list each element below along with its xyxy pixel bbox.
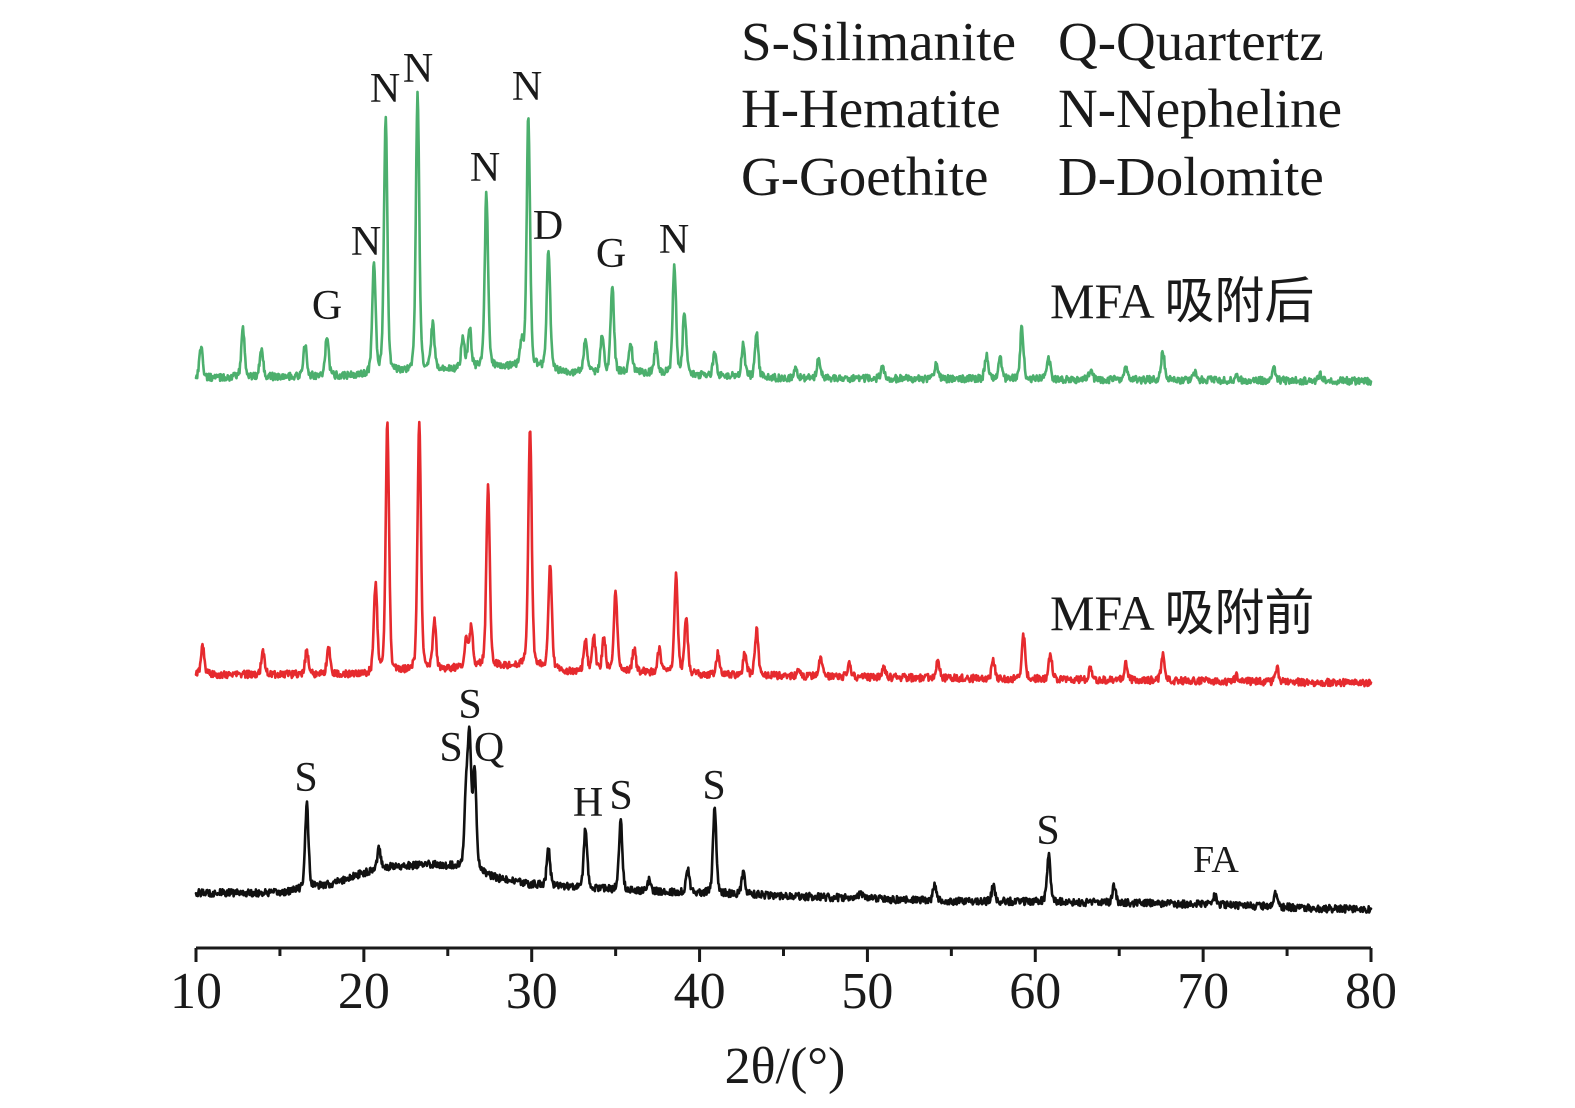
x-tick-label: 30: [506, 963, 558, 1020]
peak-label-quartz: Q: [474, 725, 504, 771]
peak-label-nepheline: N: [351, 219, 381, 265]
peak-labels: G N N N N N D G N S S S Q H S S S: [294, 46, 1059, 854]
peak-label-silimanite: S: [702, 763, 725, 809]
peak-label-nepheline: N: [403, 46, 433, 92]
x-tick-label: 20: [338, 963, 390, 1020]
peak-label-nepheline: N: [512, 64, 542, 110]
legend-entry-nepheline: N-Nepheline: [1058, 78, 1342, 139]
series-line-mfa-before-adsorption: [194, 420, 1373, 688]
peak-label-nepheline: N: [470, 145, 500, 191]
x-tick-label: 70: [1177, 963, 1229, 1020]
x-axis-title: 2θ/(°): [725, 1038, 846, 1095]
peak-label-silimanite: S: [294, 755, 317, 801]
x-tick-label: 60: [1009, 963, 1061, 1020]
legend-entry-silimanite: S-Silimanite: [741, 11, 1016, 72]
legend-entry-quartertz: Q-Quartertz: [1058, 11, 1324, 72]
legend-entry-hematite: H-Hematite: [741, 78, 1001, 139]
peak-label-goethite: G: [596, 231, 626, 277]
series-line-mfa-after-adsorption: [194, 90, 1373, 386]
series-labels: MFA 吸附后 MFA 吸附前 FA: [1050, 273, 1314, 881]
peak-label-dolomite: D: [533, 203, 563, 249]
x-ticks: [194, 948, 1373, 962]
series-label-fa: FA: [1193, 839, 1239, 881]
peak-label-silimanite: S: [609, 773, 632, 819]
x-tick-label: 50: [841, 963, 893, 1020]
peak-label-goethite: G: [312, 283, 342, 329]
peak-label-nepheline: N: [659, 217, 689, 263]
legend-entry-goethite: G-Goethite: [741, 146, 988, 207]
series-label-mfa-before-adsorption: MFA 吸附前: [1050, 585, 1314, 641]
peak-label-silimanite: S: [439, 725, 462, 771]
series-line-fa: [194, 725, 1373, 914]
peak-label-hematite: H: [573, 780, 603, 826]
x-axis: 10 20 30 40 50 60 70 80 2θ/(°): [170, 946, 1397, 1095]
plot-area: [194, 90, 1373, 914]
x-tick-label: 80: [1345, 963, 1397, 1020]
peak-label-nepheline: N: [370, 66, 400, 112]
x-tick-label: 40: [674, 963, 726, 1020]
legend: S-Silimanite Q-Quartertz H-Hematite N-Ne…: [741, 11, 1342, 207]
peak-label-silimanite: S: [458, 682, 481, 728]
x-tick-labels: 10 20 30 40 50 60 70 80: [170, 963, 1397, 1020]
legend-entry-dolomite: D-Dolomite: [1058, 146, 1324, 207]
x-tick-label: 10: [170, 963, 222, 1020]
series-label-mfa-after-adsorption: MFA 吸附后: [1050, 273, 1314, 329]
peak-label-silimanite: S: [1036, 808, 1059, 854]
